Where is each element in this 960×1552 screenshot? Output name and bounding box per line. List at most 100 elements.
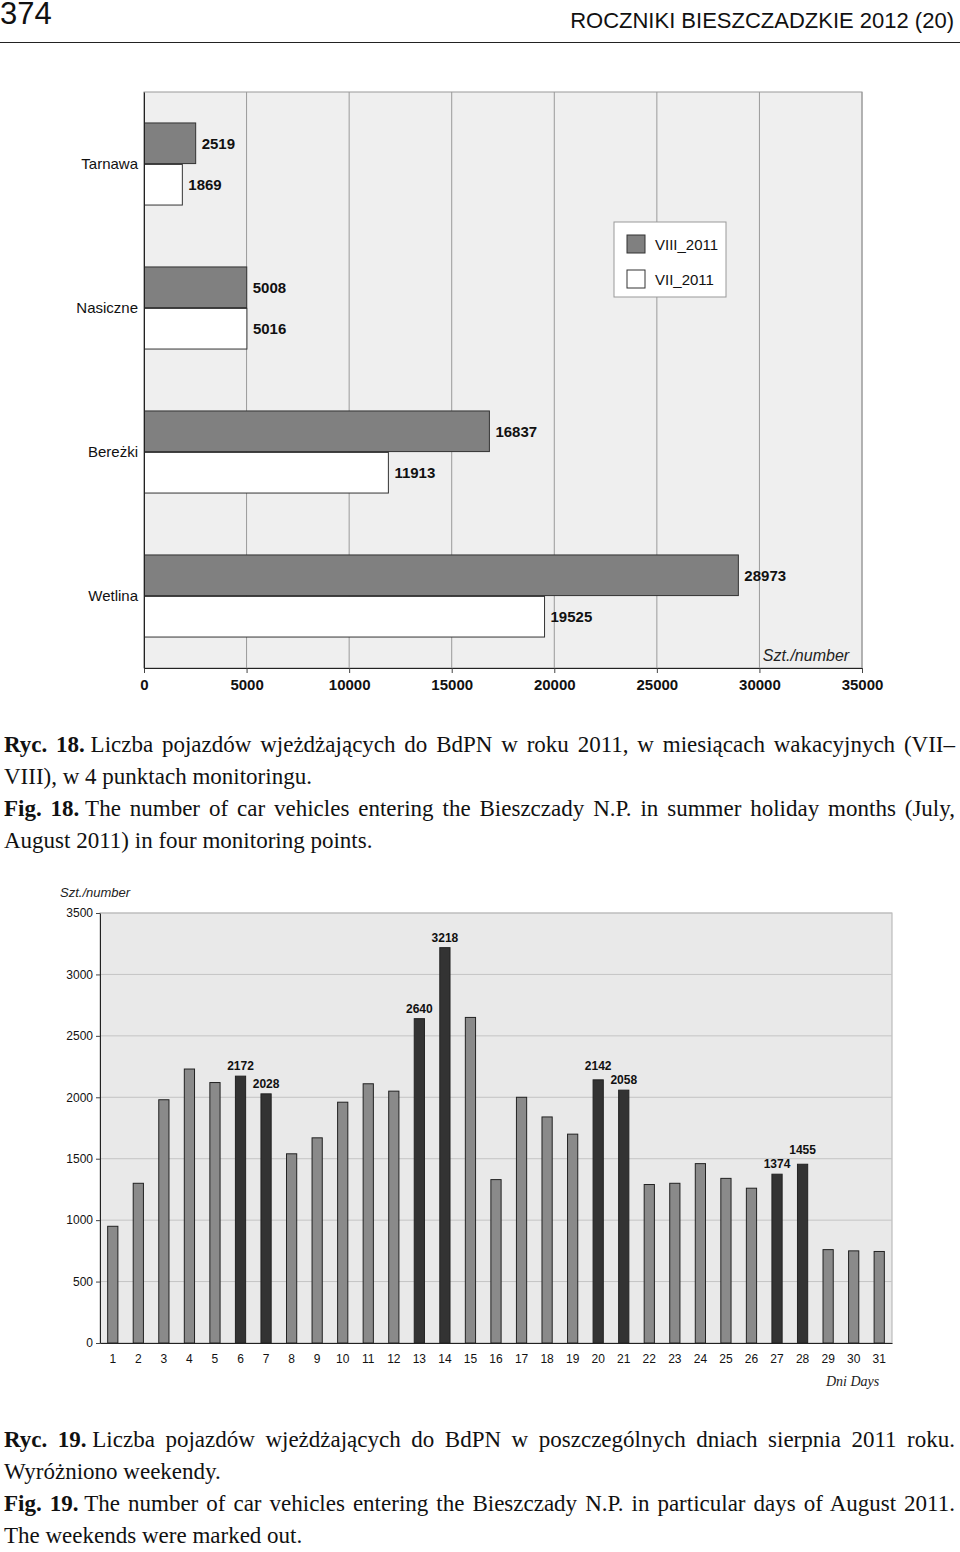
tick-label: 30000 [739,676,781,693]
tick-mark [96,1343,100,1344]
tick-label: 11 [362,1352,375,1366]
tick-label: 10000 [329,676,371,693]
bar [772,1174,782,1343]
data-label: 19525 [551,608,593,625]
data-label: 16837 [495,423,537,440]
category-axis: 1234567891011121314151617181920212223242… [101,1343,893,1366]
tick: 3000 [66,968,100,982]
tick-mark [96,1159,100,1160]
tick-label: 3000 [66,968,93,982]
axis-line [145,668,863,669]
tick: 22 [643,1343,657,1366]
tick-label: 2 [135,1352,142,1366]
tick: 18 [540,1343,554,1366]
data-label: 2058 [610,1073,637,1087]
bar [144,452,388,493]
bar [491,1180,501,1343]
tick-label: 14 [438,1352,452,1366]
tick-label: 20000 [534,676,576,693]
tick-label: 5 [212,1352,219,1366]
tick-label: 12 [387,1352,401,1366]
bar [619,1090,629,1343]
tick: 7 [263,1343,270,1366]
bar [542,1117,552,1343]
running-title: ROCZNIKI BIESZCZADZKIE 2012 (20) [570,8,954,34]
tick: 16 [489,1343,503,1366]
tick: 2000 [66,1091,100,1105]
tick-label: 25000 [636,676,678,693]
bars [108,948,885,1343]
tick-label: 24 [694,1352,708,1366]
tick-label: 20 [592,1352,606,1366]
tick: 12 [387,1343,401,1366]
grid-line [144,92,145,668]
tick-mark [554,668,555,673]
tick: 30000 [739,668,781,693]
grid-line [862,92,863,668]
legend-box [614,222,726,297]
tick: 1500 [66,1152,100,1166]
tick: 15 [464,1343,478,1366]
tick-label: Wetlina [88,587,138,604]
legend-swatch [627,235,645,253]
tick-mark [862,668,863,673]
chart: 2519500816837289731869501611913195250500… [76,92,883,693]
tick: 23 [668,1343,682,1366]
tick-label: 21 [617,1352,631,1366]
tick: 25000 [636,668,678,693]
bar [261,1094,271,1343]
tick-label: 4 [186,1352,193,1366]
data-label: 1374 [764,1157,791,1171]
tick-label: 17 [515,1352,529,1366]
data-label: 3218 [432,931,459,945]
tick: 25 [719,1343,733,1366]
header-rule [0,42,960,43]
tick-label: 31 [873,1352,887,1366]
tick-label: 3500 [66,906,93,920]
tick: Tarnawa [81,155,144,172]
tick: 500 [73,1275,100,1289]
tick: 1 [109,1343,116,1366]
tick-label: 30 [847,1352,861,1366]
tick-label: 22 [643,1352,657,1366]
value-axis: 05000100001500020000250003000035000 [140,668,883,693]
tick: 30 [847,1343,861,1366]
bar [287,1154,297,1343]
tick: 20 [592,1343,606,1366]
caption-paragraph: Fig. 19.The number of car vehicles enter… [4,1488,955,1552]
bar [465,1017,475,1343]
tick-mark [349,668,350,673]
data-label: 2028 [253,1077,280,1091]
tick-label: 15 [464,1352,478,1366]
bar [159,1100,169,1343]
tick-label: 28 [796,1352,810,1366]
tick: 5 [212,1343,219,1366]
caption-paragraph: Fig. 18.The number of car vehicles enter… [4,793,955,857]
caption-label: Fig. 18. [4,796,79,821]
caption-paragraph: Ryc. 19.Liczba pojazdów wjeżdżających do… [4,1424,955,1488]
tick: 17 [515,1343,529,1366]
data-label: 1455 [789,1143,816,1157]
tick: 26 [745,1343,759,1366]
bar [516,1097,526,1343]
tick-label: 6 [237,1352,244,1366]
bar [108,1226,118,1343]
tick: 10000 [329,668,371,693]
tick-label: 13 [413,1352,427,1366]
bar [184,1069,194,1343]
legend-label: VII_2011 [655,271,714,288]
tick-mark [452,668,453,673]
data-label: 2640 [406,1002,433,1016]
tick: 29 [821,1343,835,1366]
plot-background [144,92,862,668]
tick: 27 [770,1343,784,1366]
bar [721,1178,731,1343]
tick-mark [96,974,100,975]
legend-label: VIII_2011 [655,236,718,253]
tick: 19 [566,1343,580,1366]
bar [144,411,489,452]
tick: Bereżki [88,443,144,460]
grid-line [100,913,892,914]
tick: 3 [161,1343,168,1366]
tick: 11 [362,1343,375,1366]
